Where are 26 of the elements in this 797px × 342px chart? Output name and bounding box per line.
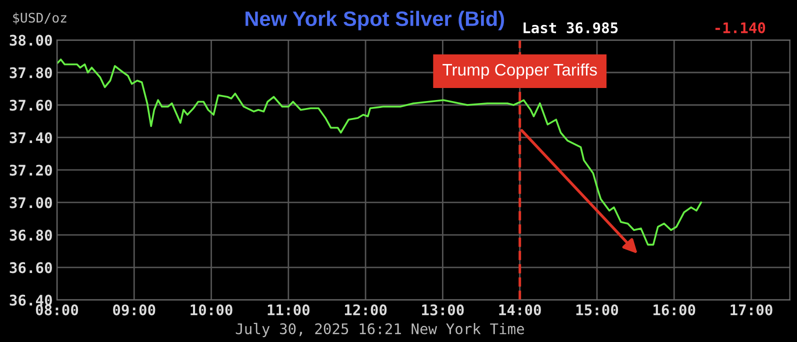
x-tick-label: 08:00: [36, 304, 78, 316]
x-tick-label: 17:00: [730, 304, 772, 316]
x-tick-label: 11:00: [268, 304, 310, 316]
y-tick-label: 37.20: [10, 164, 52, 176]
y-axis-title: $USD/oz: [13, 12, 66, 24]
x-tick-label: 13:00: [422, 304, 464, 316]
y-tick-label: 38.00: [10, 34, 52, 46]
x-tick-label: 16:00: [654, 304, 696, 316]
x-tick-label: 12:00: [344, 304, 387, 316]
text: Last 36.985: [524, 22, 618, 34]
line-series: [56, 58, 702, 246]
y-tick-label: 36.80: [10, 230, 52, 241]
ref-line-label: Trump Copper Tariffs: [442, 63, 597, 79]
y-tick-label: 37.00: [10, 197, 52, 208]
x-tick-label: 10:00: [190, 304, 232, 316]
y-tick-label: 36.60: [10, 262, 52, 274]
text: -1.140: [715, 22, 766, 34]
x-tick-label: 14:00: [499, 304, 541, 316]
y-tick-label: 37.40: [10, 132, 52, 144]
text: July 30, 2025 16:21 New York Time: [236, 322, 524, 338]
y-tick-label: 37.60: [10, 100, 52, 111]
chart-title: New York Spot Silver (Bid): [246, 10, 504, 30]
x-tick-label: 15:00: [576, 304, 618, 316]
y-tick-label: 36.40: [10, 294, 52, 306]
x-tick-label: 09:00: [113, 304, 156, 316]
y-tick-label: 37.80: [10, 67, 52, 78]
